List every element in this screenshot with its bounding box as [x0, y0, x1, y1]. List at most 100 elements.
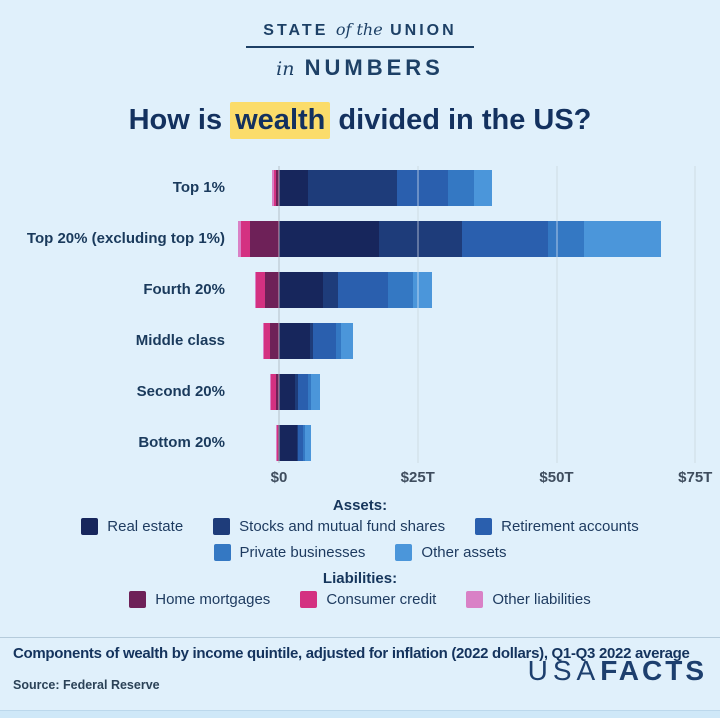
row-label-top-20-excluding-top-1: Top 20% (excluding top 1%) — [26, 230, 225, 247]
legend-swatch-home-mortgages — [129, 591, 147, 608]
row-label-bottom-20: Bottom 20% — [138, 434, 225, 451]
bar-segment-fourth-20-other-liabilities — [254, 272, 257, 308]
bar-segment-second-20-other-liabilities — [269, 374, 271, 410]
bar-segment-top-20-excluding-top-1-real-estate — [279, 221, 380, 257]
masthead-state: STATE — [263, 22, 329, 39]
bar-segment-top-1-other-liabilities — [272, 170, 274, 206]
chart-caption: Components of wealth by income quintile,… — [13, 645, 690, 662]
legend-swatch-retirement-accounts — [475, 518, 493, 535]
masthead-of-the: of the — [335, 20, 383, 39]
legend-label-real-estate: Real estate — [107, 518, 184, 535]
chart-legend: Assets: Real estate Stocks and mutual fun… — [0, 495, 720, 617]
x-tick-50t: $50T — [539, 469, 574, 486]
masthead-line1: STATE of the UNION — [0, 20, 720, 40]
legend-item-retirement-accounts: Retirement accounts — [475, 518, 639, 535]
legend-label-home-mortgages: Home mortgages — [155, 591, 271, 608]
legend-swatch-stocks-and-mutual-fund-shares — [213, 518, 231, 535]
legend-liabilities-header: Liabilities: — [322, 570, 398, 587]
legend-item-stocks-and-mutual-fund-shares: Stocks and mutual fund shares — [213, 518, 445, 535]
footer-divider — [0, 637, 720, 638]
legend-item-consumer-credit: Consumer credit — [300, 591, 436, 608]
source-note: Source: Federal Reserve — [13, 678, 160, 692]
bar-segment-top-1-private-businesses — [448, 170, 474, 206]
bar-segment-fourth-20-private-businesses — [387, 272, 413, 308]
bar-segment-middle-class-private-businesses — [336, 323, 341, 359]
legend-row-0: Home mortgages Consumer credit Other liabi… — [0, 591, 720, 608]
bar-segment-top-20-excluding-top-1-private-businesses — [547, 221, 584, 257]
bar-segment-second-20-stocks-and-mutual-fund-shares — [295, 374, 298, 410]
logo-facts: FACTS — [600, 655, 707, 686]
gridline-overlay-50t — [555, 166, 558, 463]
bar-segment-top-20-excluding-top-1-consumer-credit — [241, 221, 251, 257]
bar-segment-second-20-retirement-accounts — [297, 374, 309, 410]
bar-segment-second-20-real-estate — [279, 374, 296, 410]
bar-segment-fourth-20-stocks-and-mutual-fund-shares — [322, 272, 338, 308]
bar-segment-second-20-home-mortgages — [276, 374, 279, 410]
masthead-line2: in NUMBERS — [0, 55, 720, 81]
title-post: divided in the US? — [330, 104, 592, 136]
bar-segment-fourth-20-consumer-credit — [256, 272, 266, 308]
title-highlight: wealth — [230, 102, 331, 139]
legend-swatch-other-liabilities — [466, 591, 484, 608]
legend-row-1: Private businesses Other assets — [0, 544, 720, 561]
gridline-overlay-0 — [278, 166, 280, 463]
bar-segment-top-20-excluding-top-1-other-liabilities — [237, 221, 242, 257]
bar-segment-top-1-other-assets — [473, 170, 493, 206]
bottom-strip — [0, 710, 720, 718]
bar-segment-fourth-20-home-mortgages — [265, 272, 279, 308]
usafacts-logo: USAFACTS — [528, 655, 707, 687]
legend-label-consumer-credit: Consumer credit — [326, 591, 437, 608]
gridline-overlay-25t — [416, 166, 419, 463]
bar-segment-top-20-excluding-top-1-retirement-accounts — [462, 221, 548, 257]
legend-item-real-estate: Real estate — [81, 518, 183, 535]
legend-row-0: Real estate Stocks and mutual fund shares… — [0, 518, 720, 535]
bar-segment-bottom-20-consumer-credit — [275, 425, 279, 461]
legend-label-retirement-accounts: Retirement accounts — [501, 518, 639, 535]
legend-item-other-assets: Other assets — [395, 544, 506, 561]
bar-segment-top-20-excluding-top-1-stocks-and-mutual-fund-shares — [379, 221, 463, 257]
bar-segment-middle-class-other-assets — [340, 323, 354, 359]
bar-segment-top-20-excluding-top-1-home-mortgages — [250, 221, 279, 257]
legend-swatch-real-estate — [81, 518, 99, 535]
row-label-top-1: Top 1% — [172, 179, 225, 196]
bar-segment-bottom-20-stocks-and-mutual-fund-shares — [296, 425, 298, 461]
gridline-50t — [555, 166, 558, 463]
masthead-numbers: NUMBERS — [304, 55, 444, 80]
bar-segment-fourth-20-real-estate — [279, 272, 323, 308]
masthead-in: in — [276, 58, 295, 80]
legend-swatch-private-businesses — [213, 544, 231, 561]
title-pre: How is — [128, 104, 231, 136]
bar-segment-top-1-home-mortgages — [275, 170, 279, 206]
masthead: STATE of the UNION in NUMBERS — [0, 20, 720, 81]
x-tick-0: $0 — [270, 469, 288, 486]
bar-segment-top-1-consumer-credit — [274, 170, 276, 206]
legend-item-other-liabilities: Other liabilities — [466, 591, 591, 608]
legend-label-other-assets: Other assets — [421, 544, 507, 561]
bar-segment-top-1-real-estate — [279, 170, 308, 206]
gridline-25t — [416, 166, 419, 463]
bar-segment-second-20-private-businesses — [308, 374, 311, 410]
legend-assets-header: Assets: — [332, 497, 388, 514]
gridline-overlay-75t — [694, 166, 697, 463]
legend-item-home-mortgages: Home mortgages — [129, 591, 270, 608]
legend-swatch-consumer-credit — [300, 591, 318, 608]
legend-liabilities-rows: Home mortgages Consumer credit Other liabi… — [0, 591, 720, 608]
bar-segment-second-20-consumer-credit — [270, 374, 277, 410]
bar-segment-middle-class-retirement-accounts — [313, 323, 337, 359]
bar-segment-middle-class-other-liabilities — [262, 323, 264, 359]
legend-label-other-liabilities: Other liabilities — [492, 591, 591, 608]
bar-segment-top-20-excluding-top-1-other-assets — [583, 221, 662, 257]
gridline-75t — [694, 166, 697, 463]
row-label-middle-class: Middle class — [135, 332, 225, 349]
legend-item-private-businesses: Private businesses — [213, 544, 365, 561]
x-tick-75t: $75T — [678, 469, 713, 486]
page-title: How is wealth divided in the US? — [0, 102, 720, 139]
masthead-union: UNION — [390, 22, 457, 39]
row-label-second-20: Second 20% — [136, 383, 225, 400]
logo-usa: USA — [527, 655, 601, 686]
bar-segment-middle-class-real-estate — [279, 323, 311, 359]
bar-segment-bottom-20-home-mortgages — [278, 425, 279, 461]
bar-segment-second-20-other-assets — [310, 374, 321, 410]
bar-segment-top-1-stocks-and-mutual-fund-shares — [307, 170, 398, 206]
legend-swatch-other-assets — [395, 544, 413, 561]
